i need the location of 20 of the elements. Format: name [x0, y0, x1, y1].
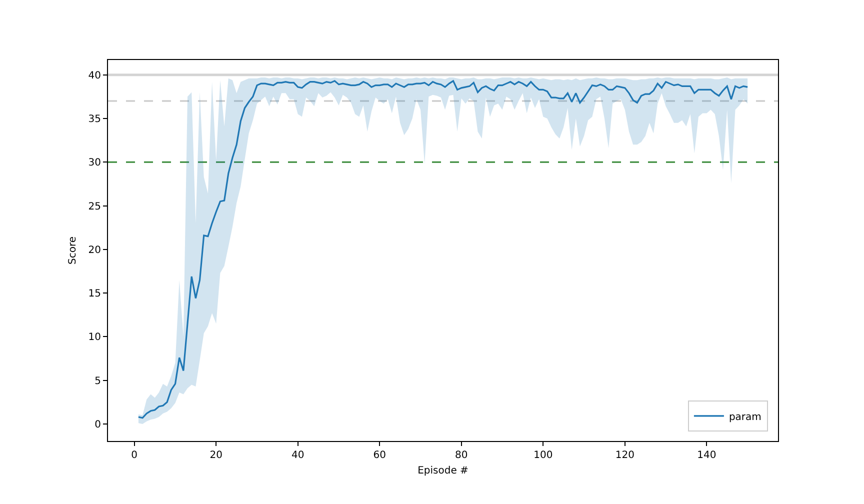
- y-tick-label: 25: [88, 201, 101, 212]
- y-tick-label: 10: [88, 332, 101, 344]
- x-tick-label: 60: [373, 450, 386, 461]
- x-tick-label: 40: [292, 450, 304, 461]
- y-tick-label: 0: [94, 419, 101, 430]
- x-tick-label: 120: [615, 450, 634, 461]
- legend-label: param: [728, 412, 762, 423]
- y-axis-title: Score: [67, 236, 78, 265]
- x-tick-label: 100: [534, 450, 553, 461]
- x-tick-label: 140: [697, 450, 716, 461]
- x-tick-label: 80: [455, 450, 468, 461]
- x-axis-title: Episode #: [418, 466, 468, 476]
- y-tick-label: 35: [88, 114, 101, 125]
- x-tick-label: 20: [210, 450, 222, 461]
- y-tick-label: 30: [88, 158, 101, 169]
- y-tick-label: 5: [94, 376, 101, 387]
- x-tick-label: 0: [131, 450, 138, 461]
- y-tick-label: 20: [88, 244, 101, 256]
- y-tick-label: 15: [88, 288, 101, 300]
- y-tick-label: 40: [88, 70, 101, 82]
